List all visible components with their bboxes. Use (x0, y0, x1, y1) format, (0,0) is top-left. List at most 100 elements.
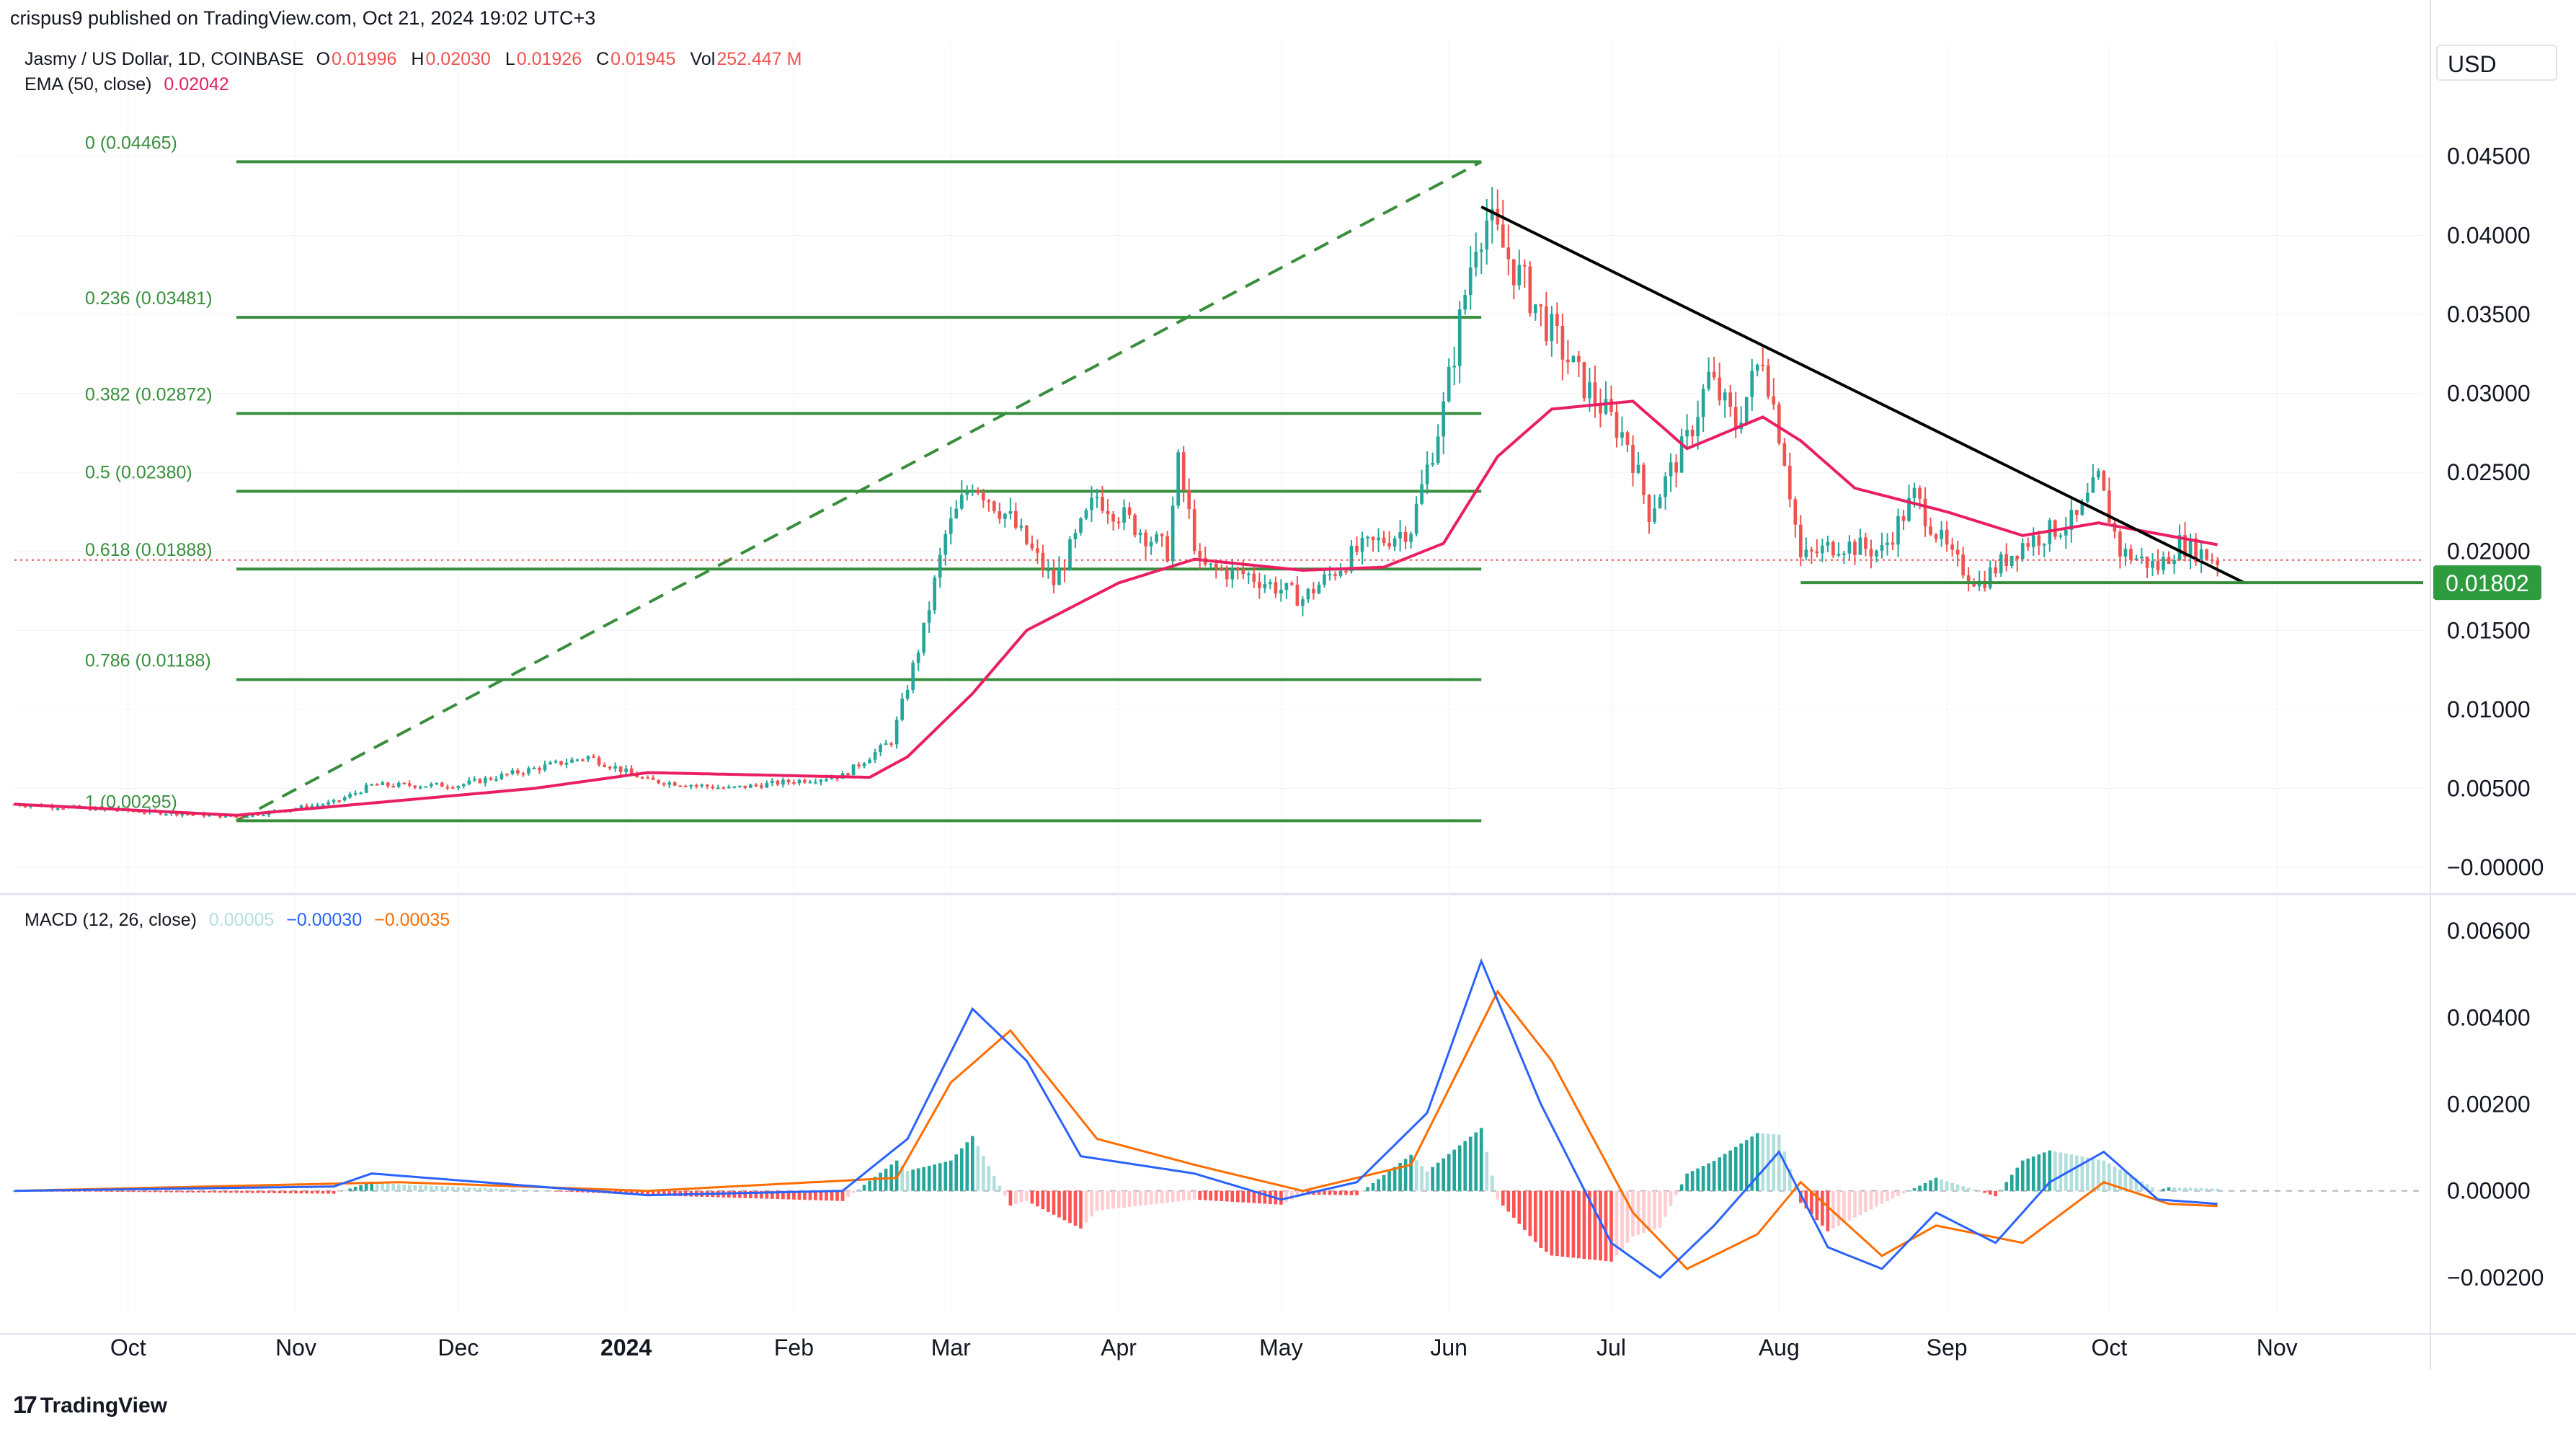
macd-histogram-bar (174, 1190, 179, 1193)
fibonacci-retracement[interactable]: 0 (0.04465) 0.236 (0.03481) 0.382 (0.02872… (85, 133, 1483, 823)
macd-histogram-bar (1636, 1190, 1640, 1235)
time-tick-label: Jul (1596, 1335, 1626, 1361)
time-tick-label: Sep (1927, 1335, 1968, 1361)
candle-body (1019, 526, 1023, 528)
macd-histogram-bar (754, 1190, 758, 1199)
macd-histogram-bar (933, 1164, 937, 1191)
macd-histogram-bar (1160, 1190, 1164, 1203)
candle-body (370, 784, 373, 786)
macd-histogram-bar (1127, 1190, 1132, 1208)
candle-body (873, 752, 877, 760)
axes: 0.04500 0.04000 0.03500 0.03000 0.02500 0.020… (110, 143, 2544, 1361)
candle-body (976, 490, 980, 493)
ohlc-label: Vol (690, 49, 716, 69)
macd-histogram-bar (830, 1190, 834, 1201)
macd-histogram-bar (840, 1190, 845, 1201)
macd-histogram-bar (66, 1190, 71, 1192)
candle-body (2058, 535, 2063, 537)
candle-body (732, 786, 737, 788)
candle-body (142, 812, 146, 814)
candle-body (1338, 570, 1343, 576)
time-tick-label: Jun (1430, 1335, 1467, 1361)
macd-histogram-bar (1966, 1187, 1971, 1191)
macd-histogram-bar (760, 1190, 763, 1199)
candle-body (1875, 550, 1878, 557)
macd-histogram-bar (1528, 1190, 1532, 1236)
candle-body (2064, 530, 2068, 536)
macd-histogram-bar (570, 1190, 574, 1193)
ema-title: EMA (50, close) (25, 74, 152, 94)
macd-histogram-bar (299, 1190, 303, 1194)
candle-body (2134, 558, 2138, 560)
time-tick-label: Nov (2257, 1335, 2298, 1361)
macd-histogram-bar (776, 1190, 780, 1200)
macd-histogram-bar (949, 1160, 953, 1191)
candle-body (1955, 549, 1960, 555)
ohlc-h: H0.02030 (411, 49, 497, 69)
macd-histogram-bar (1349, 1190, 1354, 1195)
macd-histogram-bar (2216, 1188, 2219, 1191)
candle-body (2075, 510, 2079, 516)
candle-body (1235, 567, 1240, 570)
candle-body (981, 492, 985, 501)
macd-histogram-bar (1853, 1190, 1857, 1218)
candle-body (1198, 551, 1202, 558)
candle-body (608, 766, 612, 769)
ohlc-label: L (505, 49, 515, 69)
macd-histogram-bar (959, 1148, 964, 1191)
candle-body (1377, 537, 1380, 541)
macd-histogram-bar (662, 1190, 666, 1196)
macd-histogram-bar (987, 1166, 991, 1191)
candle-body (738, 785, 742, 787)
macd-histogram-bar (2086, 1157, 2089, 1191)
candle-body (2102, 471, 2106, 491)
macd-histogram-bar (2167, 1187, 2171, 1191)
candle-body (1923, 498, 1927, 527)
candle-body (1642, 464, 1645, 495)
macd-histogram-bar (424, 1185, 428, 1191)
candle-body (797, 779, 801, 784)
candle-body (2123, 549, 2128, 557)
candle-body (1106, 510, 1110, 515)
candle-body (672, 782, 677, 786)
macd-histogram-bar (1923, 1182, 1927, 1191)
macd-histogram-bar (1901, 1190, 1906, 1194)
currency-button[interactable]: USD (2436, 45, 2557, 81)
macd-histogram-bar (1133, 1190, 1137, 1207)
candle-body (721, 787, 726, 789)
macd-histogram-bar (797, 1190, 801, 1200)
candle-body (1349, 545, 1354, 572)
macd-histogram-bar (586, 1190, 590, 1193)
tradingview-logo[interactable]: 17 TradingView (13, 1392, 167, 1420)
macd-histogram-bar (743, 1190, 747, 1198)
candle-body (342, 797, 347, 801)
macd-histogram-bar (137, 1190, 141, 1193)
candle-body (208, 814, 211, 817)
macd-histogram-bar (1192, 1190, 1196, 1200)
candle-body (467, 780, 471, 784)
macd-histogram-bar (635, 1190, 639, 1195)
candle-body (1252, 573, 1256, 582)
candle-body (2118, 531, 2122, 557)
macd-histogram-bar (1431, 1167, 1434, 1191)
macd-histogram-bar (749, 1190, 752, 1198)
macd-histogram-bar (1393, 1167, 1397, 1191)
macd-histogram-bar (499, 1188, 504, 1191)
candle-body (359, 792, 363, 795)
candle-body (1988, 567, 1992, 588)
candle-body (603, 764, 606, 767)
candle-body (2177, 535, 2182, 560)
macd-histogram-bar (1728, 1150, 1733, 1191)
candle-body (505, 774, 509, 776)
candle-body (2015, 555, 2020, 559)
macd-histogram-bar (770, 1190, 774, 1199)
macd-histogram-bar (2145, 1184, 2149, 1191)
macd-histogram-bar (213, 1190, 217, 1193)
macd-histogram-bar (1165, 1190, 1169, 1203)
macd-histogram-bar (1474, 1132, 1478, 1191)
candle-body (1511, 259, 1516, 286)
ohlc-value: 0.01996 (332, 49, 397, 69)
candle-body (1036, 548, 1039, 553)
candle-body (1328, 574, 1332, 576)
